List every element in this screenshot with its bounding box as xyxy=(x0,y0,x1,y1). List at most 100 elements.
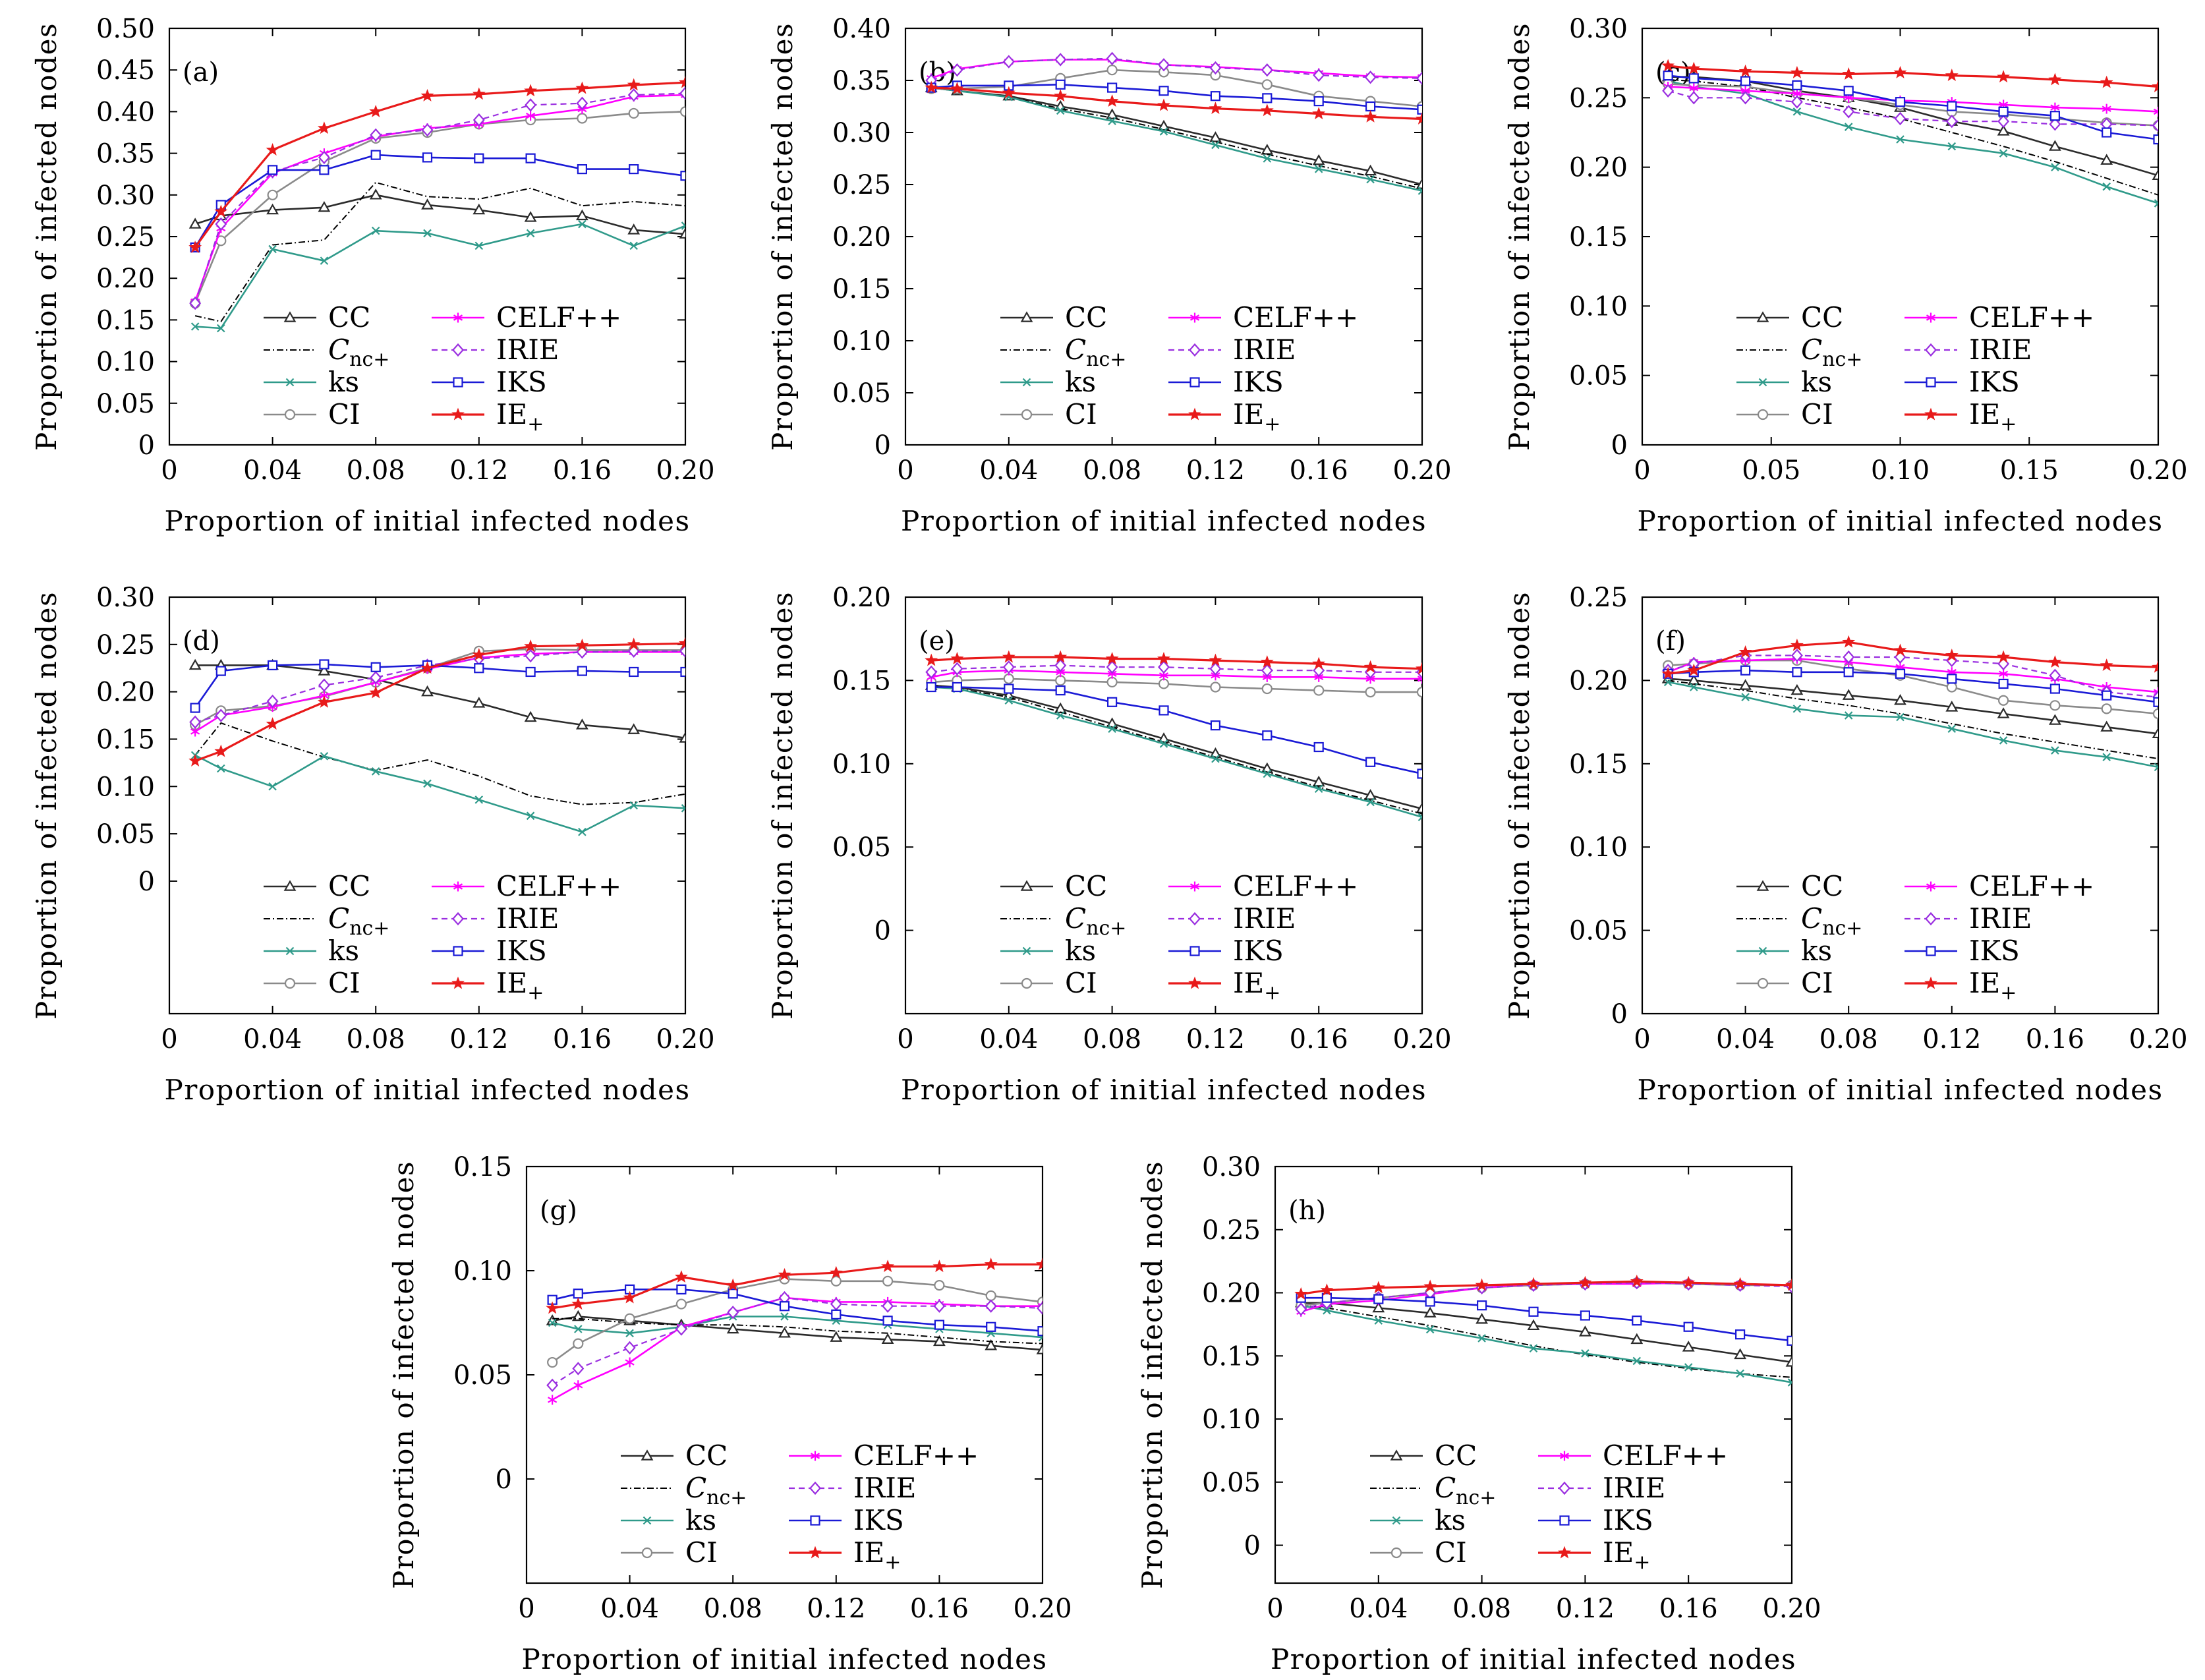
legend-item: CELF++ xyxy=(1168,870,1358,902)
legend-label: CI xyxy=(1065,967,1097,999)
data-point xyxy=(1997,650,2011,663)
data-point xyxy=(573,1289,583,1299)
data-point xyxy=(1416,802,1422,813)
y-axis-label: Proportion of infected nodes xyxy=(766,591,799,1020)
data-point xyxy=(2153,106,2158,117)
data-point xyxy=(1209,101,1222,115)
y-tick-label: 0.10 xyxy=(1202,1405,1261,1435)
data-point xyxy=(2049,714,2061,725)
data-point xyxy=(780,1312,789,1321)
y-tick-label: 0.15 xyxy=(832,274,891,304)
data-point xyxy=(188,217,202,229)
data-point xyxy=(1945,701,1959,712)
data-point xyxy=(1690,683,1698,691)
data-point xyxy=(318,201,331,212)
data-point xyxy=(1106,660,1118,674)
data-point xyxy=(1209,662,1222,676)
data-point xyxy=(1663,678,1673,687)
data-point xyxy=(1417,674,1422,684)
legend-item: ks xyxy=(264,935,359,967)
data-point xyxy=(1263,769,1272,778)
data-point xyxy=(1946,681,1957,693)
legend-label: ks xyxy=(1065,935,1096,967)
legend-label: CC xyxy=(1065,870,1107,902)
legend-item: CC xyxy=(1000,870,1107,902)
x-tick-label: 0.16 xyxy=(1290,455,1348,486)
legend-marker xyxy=(1926,881,1936,892)
data-point xyxy=(472,113,485,127)
x-tick-label: 0.04 xyxy=(600,1594,659,1624)
data-point xyxy=(1790,65,1804,78)
legend-item: ks xyxy=(1370,1504,1466,1536)
legend-item: CC xyxy=(1000,301,1107,333)
y-tick-label: 0.10 xyxy=(453,1256,512,1287)
x-tick-label: 0.04 xyxy=(1349,1594,1408,1624)
legend-label: Cnc+ xyxy=(1801,902,1862,940)
legend-label: Cnc+ xyxy=(1435,1472,1496,1509)
x-axis-label: Proportion of initial infected nodes xyxy=(901,1074,1427,1106)
y-tick-label: 0.30 xyxy=(832,118,891,148)
data-point xyxy=(627,88,640,102)
data-point xyxy=(1740,665,1751,676)
legend-item: IRIE xyxy=(432,333,559,366)
data-point xyxy=(1663,71,1673,81)
data-point xyxy=(676,1284,687,1295)
data-point xyxy=(984,1258,998,1270)
data-point xyxy=(1210,91,1221,101)
series-line-cc xyxy=(931,86,1422,186)
data-point xyxy=(1313,685,1325,696)
legend-marker xyxy=(1189,312,1200,323)
data-point xyxy=(214,204,228,217)
legend-marker xyxy=(643,1516,652,1525)
data-point xyxy=(679,644,685,658)
data-point xyxy=(370,150,381,160)
legend-label: IKS xyxy=(1233,366,1284,398)
x-tick-label: 0.16 xyxy=(2026,1024,2084,1055)
series-line-ks xyxy=(931,86,1422,192)
series-line-cncplus xyxy=(194,181,685,322)
plot-frame xyxy=(1641,596,2160,1015)
data-point xyxy=(1578,1275,1592,1289)
y-tick-label: 0.25 xyxy=(1569,83,1628,113)
data-point xyxy=(1740,76,1751,86)
data-point xyxy=(951,662,963,676)
data-point xyxy=(830,1331,843,1342)
legend-marker xyxy=(1925,343,1937,357)
x-tick-label: 0.08 xyxy=(347,1024,405,1055)
data-point xyxy=(1792,705,1802,713)
data-point xyxy=(952,681,963,693)
data-point xyxy=(1416,662,1422,675)
chart-panel: 0 0.04 0.08 0.12 0.16 0.20 0 0.05 0.10 0.15 0.20 0.… xyxy=(1136,1152,1821,1675)
y-tick-label: 0.05 xyxy=(832,378,891,409)
x-tick-label: 0.08 xyxy=(1083,1024,1141,1055)
data-point xyxy=(1792,107,1802,116)
data-point xyxy=(1365,686,1376,698)
data-point xyxy=(1416,112,1422,125)
data-point xyxy=(1321,1292,1332,1303)
legend-label: CC xyxy=(1801,870,1843,902)
data-point xyxy=(576,96,588,110)
legend-label: Cnc+ xyxy=(328,902,389,940)
x-axis-label: Proportion of initial infected nodes xyxy=(164,505,690,537)
data-point xyxy=(1312,154,1325,165)
data-point xyxy=(1313,68,1325,82)
legend-marker xyxy=(1756,880,1769,891)
data-point xyxy=(1998,695,2009,706)
x-tick-label: 0 xyxy=(161,1024,177,1055)
data-point xyxy=(572,1362,585,1376)
data-point xyxy=(2152,727,2158,739)
legend-marker xyxy=(1189,946,1200,956)
data-point xyxy=(1632,1316,1642,1326)
data-point xyxy=(1157,98,1170,111)
data-point xyxy=(1323,1306,1331,1315)
data-point xyxy=(1895,668,1906,679)
legend-label: IE+ xyxy=(1969,967,2017,1004)
data-point xyxy=(1998,106,2009,117)
data-point xyxy=(2049,683,2060,694)
x-tick-label: 0 xyxy=(161,455,177,486)
data-point xyxy=(267,189,278,200)
y-tick-label: 0.05 xyxy=(1569,916,1628,946)
legend-item: IKS xyxy=(789,1504,904,1536)
data-point xyxy=(950,652,964,664)
